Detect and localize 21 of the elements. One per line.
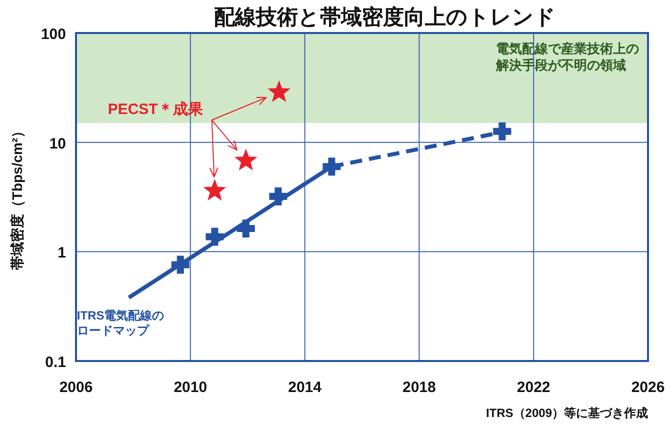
y-axis-title: 帯域密度（Tbps/cm²） [9,124,25,270]
y-tick-label: 0.1 [45,354,66,371]
point [269,187,288,206]
point [203,178,226,201]
point [206,228,224,246]
chart-title: 配線技術と帯域密度向上のトレンド [214,5,556,29]
point [234,148,258,170]
annotation: ITRS電気配線のロードマップ [76,308,164,338]
y-tick-label: 10 [49,135,66,152]
x-tick-label: 2010 [174,379,208,396]
x-tick-label: 2022 [516,379,550,396]
point [171,256,190,274]
x-tick-label: 2006 [59,379,93,396]
point [268,80,290,102]
y-tick-label: 1 [58,244,66,262]
y-tick-label: 100 [40,26,66,43]
x-tick-label: 2014 [288,379,322,396]
x-tick-label: 2018 [402,379,436,396]
point [236,219,255,238]
x-tick-label: 2026 [631,379,665,396]
text: ITRS（2009）等に基づき作成 [486,406,648,420]
